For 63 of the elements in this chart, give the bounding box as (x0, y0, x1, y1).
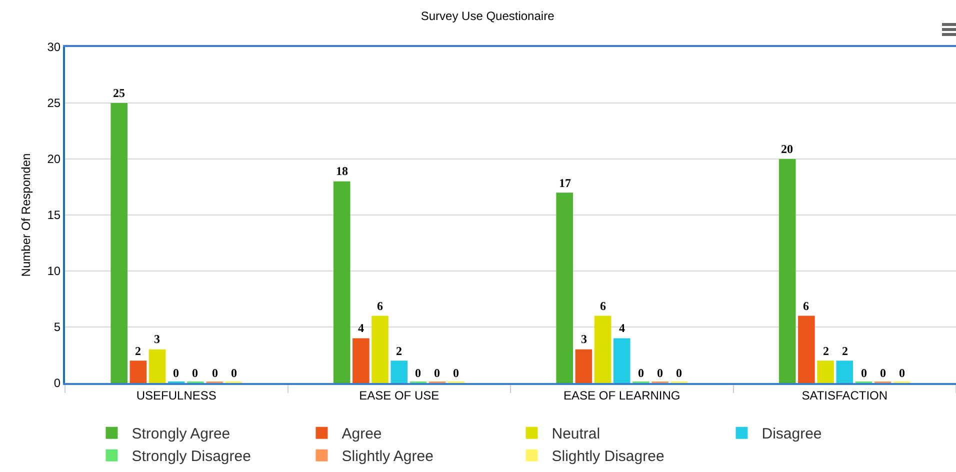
legend-label: Neutral (552, 426, 600, 443)
bar (817, 360, 834, 383)
data-label: 0 (173, 366, 179, 380)
y-tick-label: 25 (47, 96, 61, 110)
data-label: 0 (899, 366, 905, 380)
data-label: 2 (823, 344, 829, 358)
data-label: 2 (135, 344, 141, 358)
x-tick-label: USEFULNESS (136, 388, 216, 402)
data-label: 0 (453, 366, 459, 380)
data-label: 0 (434, 366, 440, 380)
data-label: 0 (676, 366, 682, 380)
data-label: 2 (842, 344, 848, 358)
data-label: 20 (781, 142, 793, 156)
data-label: 0 (231, 366, 237, 380)
x-tick-label: EASE OF LEARNING (564, 388, 680, 402)
data-label: 4 (358, 321, 364, 335)
data-label: 6 (377, 299, 383, 313)
data-label: 25 (113, 86, 125, 100)
bar (575, 349, 592, 383)
bar (390, 360, 408, 383)
bar (594, 316, 612, 383)
data-label: 2 (396, 344, 402, 358)
legend-label: Disagree (762, 426, 822, 443)
data-label: 17 (559, 176, 571, 190)
data-label: 0 (638, 366, 644, 380)
bar (352, 338, 370, 383)
y-tick-label: 30 (47, 40, 61, 54)
bar (372, 316, 388, 383)
bar (130, 360, 147, 383)
data-label: 3 (581, 332, 587, 346)
bar (333, 181, 350, 383)
legend-label: Agree (342, 426, 382, 443)
data-label: 6 (803, 299, 809, 313)
bar (798, 316, 815, 383)
bar (613, 338, 630, 383)
x-tick-label: SATISFACTION (802, 388, 888, 402)
legend-label: Slightly Disagree (552, 448, 664, 466)
data-label: 0 (657, 366, 663, 380)
y-tick-label: 20 (47, 152, 61, 166)
bar (110, 103, 128, 383)
y-tick-label: 5 (54, 320, 61, 334)
y-tick-label: 10 (47, 264, 61, 278)
data-label: 0 (415, 366, 421, 380)
bar (148, 349, 166, 383)
legend-label: Slightly Agree (342, 448, 434, 466)
data-label: 6 (600, 299, 606, 313)
x-tick-label: EASE OF USE (359, 388, 440, 402)
legend-label: Strongly Agree (132, 426, 230, 443)
bar (556, 192, 573, 383)
chart-title: Survey Use Questionaire (420, 9, 555, 24)
bar (778, 159, 796, 383)
legend-label: Strongly Disagree (132, 448, 251, 466)
y-tick-label: 0 (54, 376, 61, 390)
data-label: 4 (619, 321, 625, 335)
y-axis-title: Number Of Responden (19, 153, 34, 277)
data-label: 3 (154, 332, 160, 346)
bar (836, 360, 854, 383)
data-label: 0 (880, 366, 886, 380)
data-label: 0 (192, 366, 198, 380)
data-label: 0 (212, 366, 218, 380)
data-label: 18 (336, 164, 348, 178)
data-label: 0 (861, 366, 867, 380)
y-tick-label: 15 (47, 208, 61, 222)
